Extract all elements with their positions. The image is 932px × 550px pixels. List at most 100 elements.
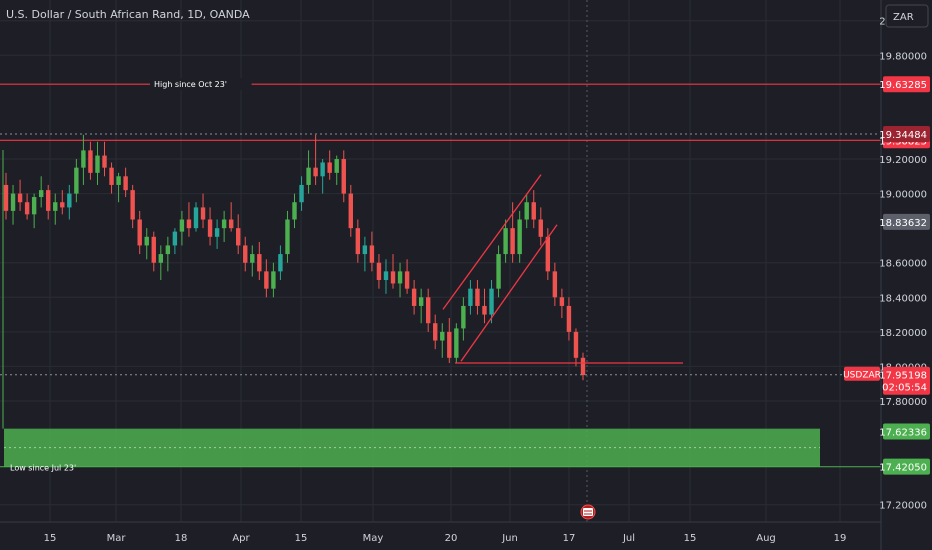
candle-body [17,193,23,203]
candle-body [200,207,206,220]
candle-body [123,176,128,191]
candle-body [95,155,100,173]
candle-body [461,305,466,329]
price-tag-green: 17.62336 [879,428,927,439]
candle-body [383,271,389,281]
y-tick-label: 19.20000 [879,155,927,166]
x-tick-label: 20 [445,533,458,544]
y-tick-label: 18.60000 [879,259,927,270]
candle-body [102,155,107,168]
candle-body [228,219,234,229]
candle-body [81,150,86,168]
candle-body [179,219,185,232]
x-tick-label: 18 [175,533,188,544]
symbol-tag-bg [844,366,880,381]
support-zone [4,428,820,467]
candle-body [411,288,417,306]
level-price-tag: 19.34484 [879,130,927,141]
candle-body [447,331,452,358]
y-tick-label: 19.00000 [879,190,927,201]
symbol-tag: USDZAR [843,371,881,381]
candle-body [165,245,171,255]
level-label: High since Oct 23' [154,80,227,89]
candle-body [193,207,199,229]
x-tick-label: Jul [622,533,635,544]
level-price-tag-bg [883,125,930,142]
candle-body [348,193,353,229]
candle-body [552,271,558,298]
x-tick-label: 17 [563,533,576,544]
candle-body [440,331,445,341]
candle-body [74,167,79,194]
support-zone-label: Low since Jul 23' [10,464,76,473]
candle-body [53,202,58,211]
candle-body [397,271,403,284]
candle-body [292,202,297,220]
y-tick-label: 17.80000 [879,397,927,408]
candle-body [334,159,339,173]
price-tag-green-bg [883,458,930,475]
candle-body [257,254,262,272]
candle-body [158,254,164,263]
candle-body [559,297,565,306]
candle-body [116,176,121,185]
currency-button-label[interactable]: ZAR [893,12,914,23]
candle-body [250,254,255,263]
x-tick-label: 15 [684,533,697,544]
candle-body [24,202,30,215]
candle-body [496,254,501,289]
y-tick-label: 18.20000 [879,328,927,339]
channel-upper-line [442,174,542,310]
candle-body [243,245,248,263]
candle-body [404,271,410,289]
level-price-tag-bg [883,76,930,93]
x-tick-label: May [363,533,384,544]
candle-body [186,219,192,229]
candle-body [475,288,480,306]
candle-body [517,219,522,255]
currency-button[interactable] [885,4,929,28]
candle-body [468,288,473,306]
candle-body [137,219,142,246]
candle-body [369,245,375,263]
candle-body [418,297,424,306]
candle-body [545,236,551,272]
candle-body [130,190,135,220]
y-tick-label: 17.20000 [879,501,927,512]
candle-body [214,228,220,237]
event-flag-icon-inner [583,508,593,516]
current-price-tag-bg [883,366,930,395]
x-axis-background [0,522,932,550]
candle-body [172,231,178,246]
x-tick-label: 19 [834,533,847,544]
candle-body [376,262,382,281]
candle-body [144,236,149,246]
candle-body [67,193,72,208]
current-price-value: 17.95198 [879,371,927,382]
x-tick-label: 15 [295,533,308,544]
x-tick-label: Aug [756,533,776,544]
candle-body [454,328,459,358]
candle-body [88,150,93,173]
level-label-bg [150,78,252,91]
candle-body [313,167,318,177]
candle-body [109,167,114,185]
candle-body [524,202,529,220]
channel-lower-line [460,224,558,362]
candle-body [362,245,368,255]
price-tag-green: 17.42050 [879,463,927,474]
candle-body [531,202,536,220]
candle-body [236,228,241,246]
price-tag-grey: 18.83632 [879,218,927,229]
candle-body [510,228,515,255]
candle-body [3,184,9,211]
candle-body [566,305,572,332]
candle-body [425,297,431,324]
candle-body [489,288,494,315]
candle-body [580,357,586,376]
candle-body [60,202,65,208]
candle-body [573,331,579,358]
candle-body [433,323,438,341]
